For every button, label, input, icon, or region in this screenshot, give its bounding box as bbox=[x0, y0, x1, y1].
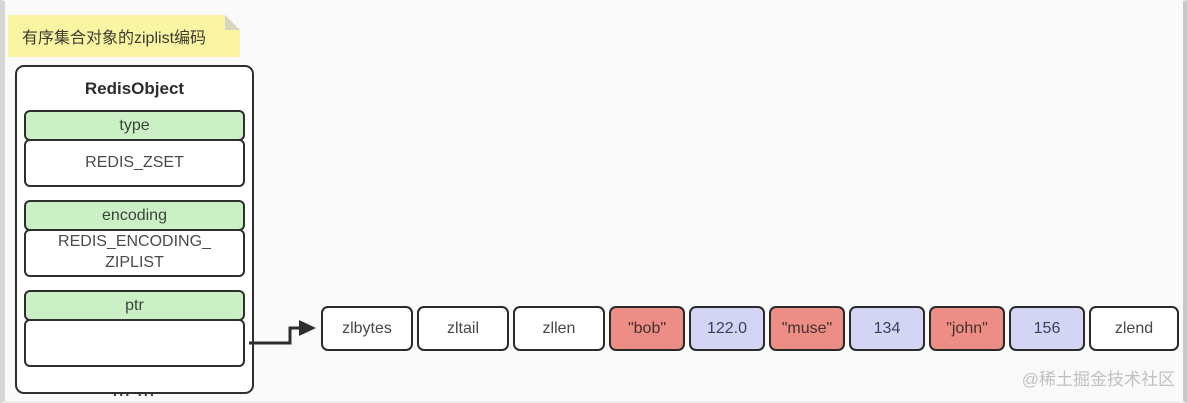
field-ptr: ptr bbox=[24, 290, 245, 367]
field-type-value: REDIS_ZSET bbox=[24, 139, 245, 187]
field-type-key: type bbox=[24, 110, 245, 141]
watermark: @稀土掘金技术社区 bbox=[1021, 370, 1175, 389]
field-encoding-value-line1: REDIS_ENCODING_ bbox=[58, 233, 211, 251]
field-encoding: encoding REDIS_ENCODING_ ZIPLIST bbox=[24, 200, 245, 277]
field-ptr-key: ptr bbox=[24, 290, 245, 321]
ziplist-row: zlbytes zltail zllen "bob" 122.0 "muse" … bbox=[321, 306, 1179, 351]
field-encoding-value-line2: ZIPLIST bbox=[105, 254, 164, 271]
redis-object-box: RedisObject type REDIS_ZSET encoding RED… bbox=[15, 65, 254, 400]
ziplist-cell-score-122: 122.0 bbox=[689, 306, 765, 351]
field-ptr-value bbox=[24, 319, 245, 367]
redis-object-title: RedisObject bbox=[84, 79, 185, 98]
pointer-arrow bbox=[249, 320, 316, 345]
ziplist-cell-zllen: zllen bbox=[513, 306, 605, 351]
ziplist-cell-zlbytes: zlbytes bbox=[321, 306, 413, 351]
ziplist-cell-member-bob: "bob" bbox=[609, 306, 685, 351]
field-encoding-key: encoding bbox=[24, 200, 245, 231]
ziplist-cell-member-muse: "muse" bbox=[769, 306, 845, 351]
ziplist-cell-score-156: 156 bbox=[1009, 306, 1085, 351]
ziplist-cell-member-john: "john" bbox=[929, 306, 1005, 351]
ellipsis: ... ... bbox=[112, 383, 157, 400]
ziplist-cell-score-134: 134 bbox=[849, 306, 925, 351]
ziplist-cell-zlend: zlend bbox=[1089, 306, 1179, 351]
field-type: type REDIS_ZSET bbox=[24, 110, 245, 187]
field-encoding-value: REDIS_ENCODING_ ZIPLIST bbox=[24, 229, 245, 277]
sticky-note: 有序集合对象的ziplist编码 bbox=[8, 15, 240, 57]
sticky-note-label: 有序集合对象的ziplist编码 bbox=[22, 30, 207, 47]
ziplist-cell-zltail: zltail bbox=[417, 306, 509, 351]
